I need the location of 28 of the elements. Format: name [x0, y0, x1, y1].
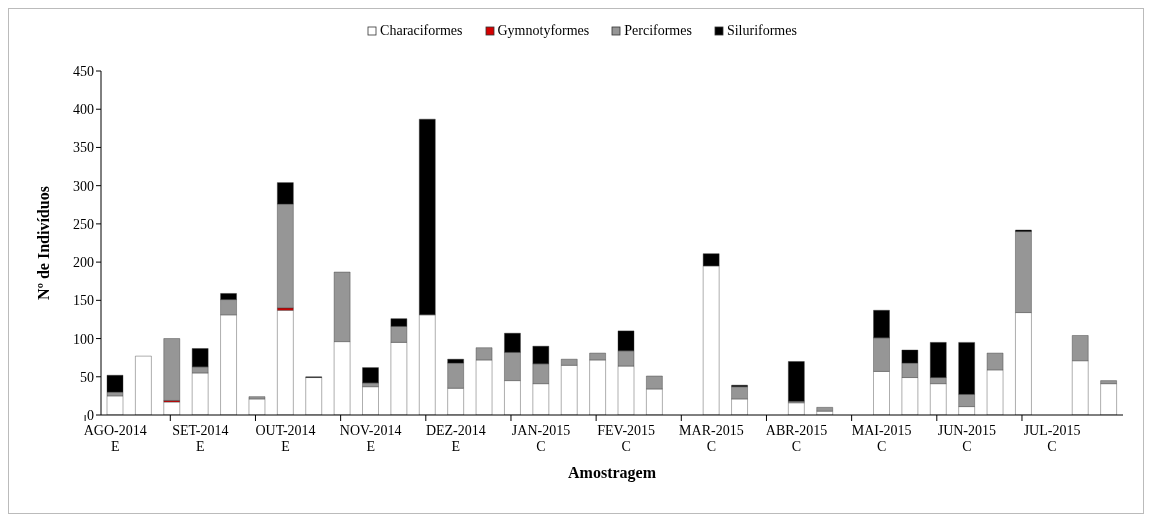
x-tick-label: OUT-2014 E	[255, 423, 316, 454]
x-tick-label: JAN-2015 C	[511, 423, 571, 454]
y-tick-label: 300	[73, 178, 94, 194]
x-axis-title: Amostragem	[568, 464, 657, 483]
legend-label: Siluriformes	[726, 23, 797, 39]
x-tick-label: DEZ-2014 E	[425, 423, 486, 454]
legend-label: Gymnotyformes	[497, 23, 590, 39]
x-tick-label: ABR-2015 C	[765, 423, 828, 454]
y-tick-label: 0	[87, 407, 94, 423]
y-tick-label: 350	[73, 140, 94, 156]
y-tick-label: 150	[73, 293, 94, 309]
x-tick-label: FEV-2015 C	[597, 423, 656, 454]
y-tick-label: 100	[73, 331, 94, 347]
y-axis-title: Nº de Indivíduos	[34, 186, 52, 300]
y-tick-label: 250	[73, 216, 94, 232]
x-tick-label: JUL-2015 C	[1023, 423, 1081, 454]
y-tick-label: 400	[73, 102, 94, 118]
y-tick-label: 200	[73, 255, 94, 271]
x-tick-label: AGO-2014 E	[83, 423, 147, 454]
x-tick-label: JUN-2015 C	[937, 423, 997, 454]
legend-label: Characiformes	[380, 23, 463, 39]
x-tick-label: MAR-2015 C	[679, 423, 744, 454]
x-tick-label: SET-2014 E	[172, 423, 229, 454]
y-tick-label: 450	[73, 63, 94, 79]
x-tick-label: MAI-2015 C	[851, 423, 912, 454]
y-tick-label: 50	[80, 369, 94, 385]
legend-label: Perciformes	[624, 23, 692, 39]
x-tick-label: NOV-2014 E	[339, 423, 402, 454]
